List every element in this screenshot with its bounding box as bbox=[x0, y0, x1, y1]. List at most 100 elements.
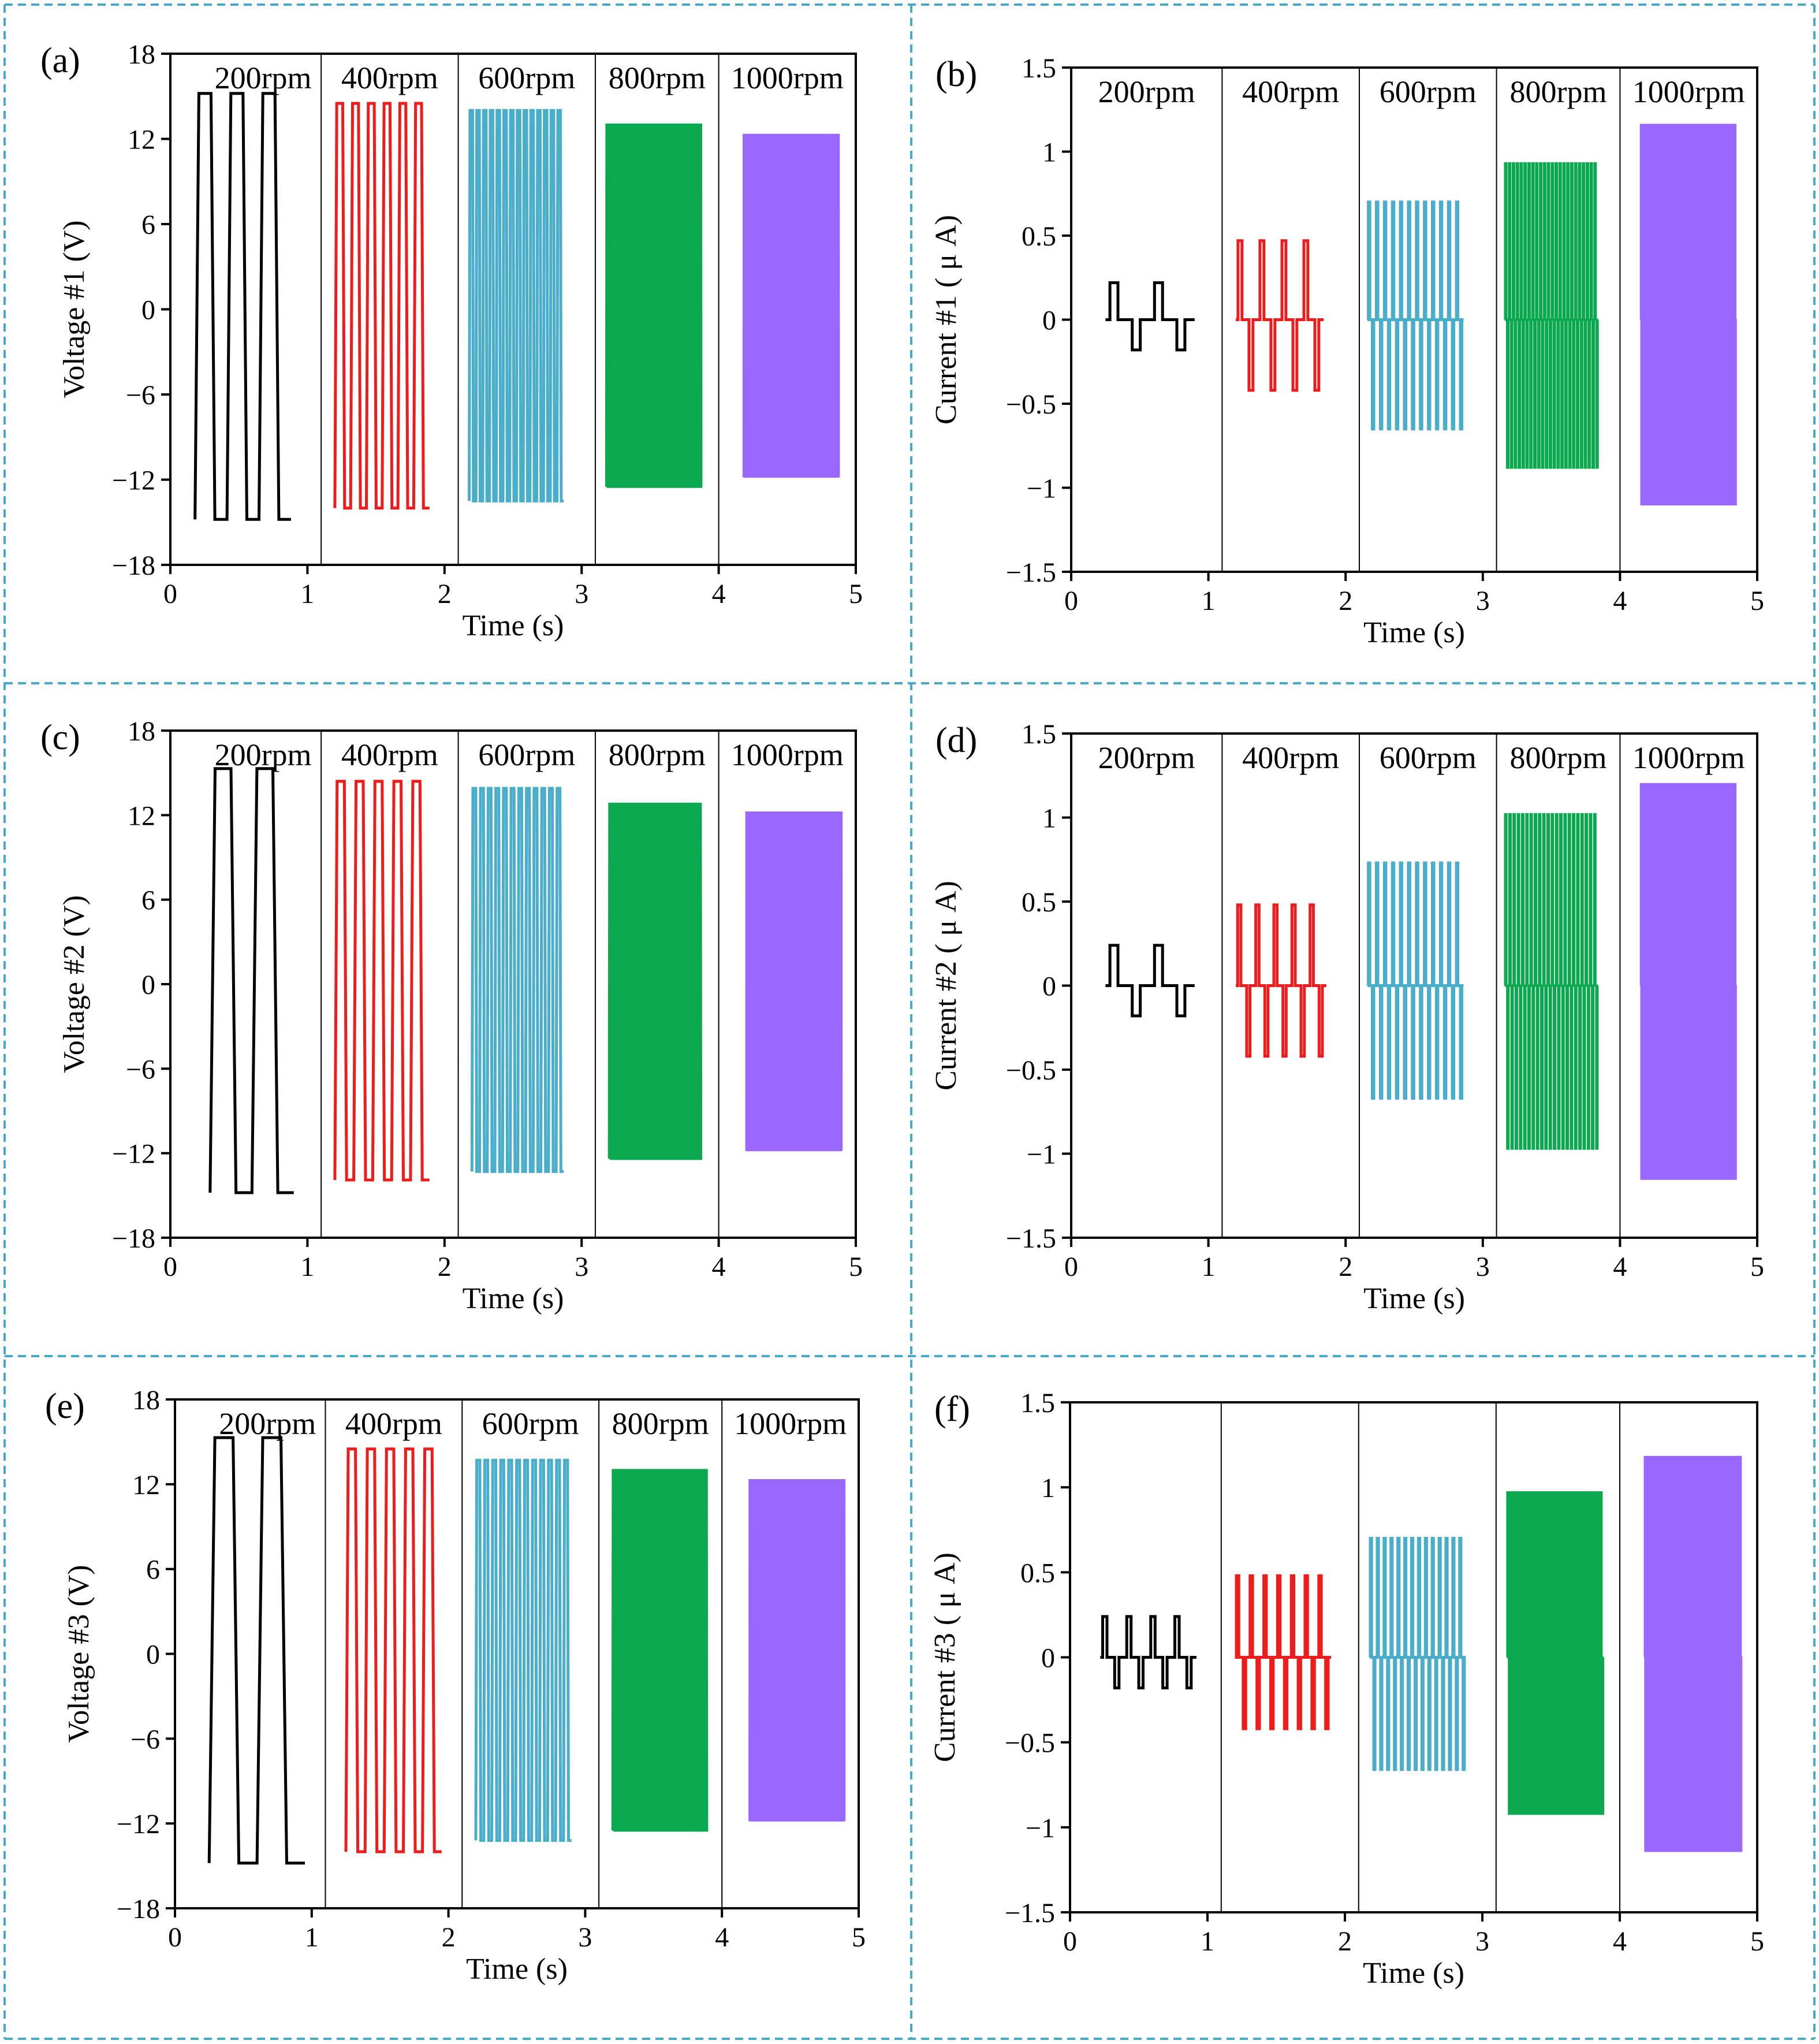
y-tick-label: −1 bbox=[1027, 474, 1056, 504]
speed-label-400rpm: 400rpm bbox=[345, 1406, 442, 1441]
series-800rpm bbox=[1506, 1491, 1605, 1815]
y-tick-label: −0.5 bbox=[1006, 389, 1056, 420]
series-400rpm bbox=[344, 1447, 442, 1853]
speed-label-800rpm: 800rpm bbox=[1509, 75, 1606, 109]
series-1000rpm bbox=[1639, 124, 1737, 506]
panel-tag: (d) bbox=[935, 721, 977, 760]
speed-label-1000rpm: 1000rpm bbox=[1632, 740, 1745, 775]
x-tick-label: 0 bbox=[168, 1922, 182, 1953]
y-tick-label: −12 bbox=[112, 466, 155, 496]
panel-f: 0 1 2 3 4 5 −1.5 −1 −0.5 0 0.5 1 1.5 Time (s) Current … bbox=[929, 1388, 1764, 1990]
series-600rpm bbox=[1367, 861, 1464, 1100]
x-tick-label: 1 bbox=[300, 579, 314, 609]
x-tick-label: 3 bbox=[575, 1252, 588, 1282]
x-tick-label: 1 bbox=[1202, 1252, 1216, 1282]
series-1000rpm bbox=[1639, 783, 1737, 1180]
x-tick-label: 5 bbox=[849, 1252, 863, 1282]
y-tick-label: 0 bbox=[141, 970, 155, 1000]
x-tick-label: 0 bbox=[163, 1252, 177, 1282]
speed-label-200rpm: 200rpm bbox=[219, 1406, 316, 1441]
panel-tag: (f) bbox=[934, 1390, 970, 1429]
x-tick-label: 4 bbox=[1613, 1252, 1627, 1282]
x-tick-label: 1 bbox=[305, 1922, 319, 1953]
series-200rpm bbox=[1105, 281, 1195, 352]
speed-label-200rpm: 200rpm bbox=[215, 738, 312, 772]
speed-label-200rpm: 200rpm bbox=[1098, 740, 1195, 775]
x-axis-title: Time (s) bbox=[1363, 1957, 1464, 1990]
series-600rpm bbox=[474, 1458, 572, 1842]
y-tick-label: 1.5 bbox=[1022, 53, 1056, 84]
y-axis-title: Voltage #1 (V) bbox=[58, 220, 91, 398]
y-tick-label: −12 bbox=[117, 1809, 160, 1840]
y-tick-label: 0.5 bbox=[1020, 1558, 1055, 1588]
speed-label-600rpm: 600rpm bbox=[478, 61, 575, 95]
y-tick-label: 0.5 bbox=[1022, 221, 1056, 252]
x-tick-label: 3 bbox=[578, 1922, 592, 1953]
y-tick-label: 0 bbox=[1042, 306, 1056, 336]
x-tick-label: 4 bbox=[712, 1252, 726, 1282]
y-tick-label: 0 bbox=[1041, 1643, 1055, 1674]
y-tick-label: 0 bbox=[141, 295, 155, 326]
y-tick-label: 1.5 bbox=[1022, 719, 1056, 750]
x-tick-label: 4 bbox=[715, 1922, 729, 1953]
x-tick-label: 5 bbox=[1750, 586, 1764, 616]
x-tick-label: 1 bbox=[1202, 586, 1216, 616]
y-axis-title: Voltage #2 (V) bbox=[58, 895, 91, 1073]
y-tick-label: 6 bbox=[141, 210, 155, 240]
speed-label-800rpm: 800rpm bbox=[609, 738, 706, 772]
y-tick-label: 1.5 bbox=[1020, 1388, 1055, 1418]
series-800rpm bbox=[607, 802, 703, 1160]
x-axis-title: Time (s) bbox=[463, 1282, 564, 1315]
x-tick-label: 2 bbox=[442, 1922, 456, 1953]
speed-label-1000rpm: 1000rpm bbox=[1632, 75, 1745, 109]
y-tick-label: −18 bbox=[117, 1894, 160, 1924]
speed-label-400rpm: 400rpm bbox=[341, 738, 438, 772]
panel-tag: (b) bbox=[935, 55, 977, 94]
y-tick-label: 0 bbox=[1042, 971, 1056, 1002]
speed-label-200rpm: 200rpm bbox=[215, 61, 312, 95]
y-tick-label: −0.5 bbox=[1006, 1055, 1056, 1086]
series-600rpm bbox=[470, 787, 564, 1173]
series-400rpm bbox=[1236, 903, 1326, 1058]
y-tick-label: −1 bbox=[1026, 1813, 1055, 1844]
y-tick-label: 18 bbox=[128, 39, 155, 70]
x-tick-label: 2 bbox=[1339, 586, 1352, 616]
series-200rpm bbox=[207, 1436, 305, 1865]
x-tick-label: 5 bbox=[1750, 1252, 1764, 1282]
x-tick-label: 3 bbox=[1476, 1252, 1490, 1282]
series-600rpm bbox=[1367, 200, 1464, 431]
y-tick-label: 6 bbox=[141, 885, 155, 916]
y-tick-label: 6 bbox=[146, 1555, 160, 1585]
series-600rpm bbox=[468, 109, 564, 502]
series-600rpm bbox=[1369, 1537, 1466, 1771]
series-800rpm bbox=[611, 1469, 709, 1832]
x-tick-label: 1 bbox=[300, 1252, 314, 1282]
series-400rpm bbox=[1235, 1574, 1332, 1730]
y-tick-label: 1 bbox=[1042, 803, 1056, 834]
y-tick-label: 18 bbox=[132, 1385, 160, 1416]
x-tick-label: 4 bbox=[1613, 586, 1627, 616]
y-tick-label: −6 bbox=[126, 1054, 155, 1085]
panel-d: 0 1 2 3 4 5 −1.5 −1 −0.5 0 0.5 1 1.5 Time (s) Current … bbox=[930, 719, 1764, 1315]
y-tick-label: −1.5 bbox=[1006, 1223, 1056, 1254]
speed-label-400rpm: 400rpm bbox=[1242, 75, 1339, 109]
x-tick-label: 0 bbox=[1064, 1252, 1078, 1282]
x-tick-label: 0 bbox=[1063, 1926, 1077, 1957]
x-tick-label: 5 bbox=[852, 1922, 866, 1953]
panel-frames bbox=[3, 3, 1816, 2040]
y-tick-label: 1 bbox=[1041, 1473, 1055, 1503]
y-axis-title: Current #1 ( μ A) bbox=[930, 215, 963, 425]
speed-label-1000rpm: 1000rpm bbox=[731, 61, 844, 95]
series-400rpm bbox=[1236, 239, 1324, 392]
speed-label-200rpm: 200rpm bbox=[1098, 75, 1195, 109]
y-tick-label: 12 bbox=[128, 801, 155, 831]
series-1000rpm bbox=[745, 811, 843, 1152]
series-200rpm bbox=[1105, 944, 1195, 1018]
x-tick-label: 4 bbox=[1613, 1926, 1627, 1957]
y-tick-label: −0.5 bbox=[1005, 1728, 1055, 1759]
x-tick-label: 2 bbox=[1338, 1926, 1352, 1957]
